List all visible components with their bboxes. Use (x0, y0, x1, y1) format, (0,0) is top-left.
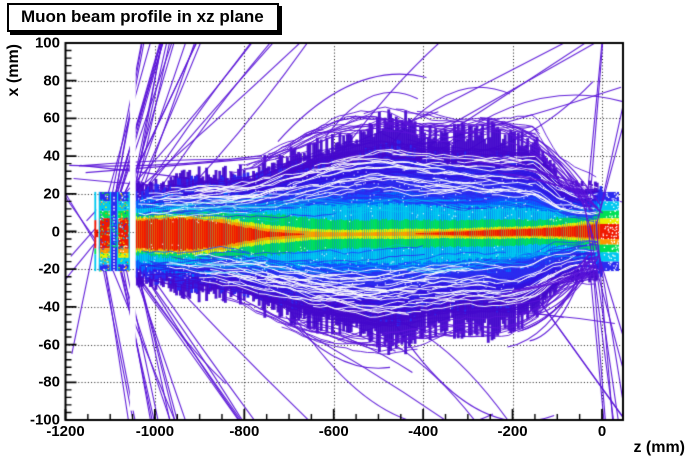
y-tick-label: 100 (34, 34, 60, 52)
y-tick-label: -40 (38, 298, 60, 316)
x-axis-title: z (mm) (633, 439, 685, 456)
x-tick-label: -400 (408, 423, 439, 440)
y-tick-label: 0 (51, 223, 60, 240)
y-tick-label: -80 (38, 373, 60, 391)
y-tick-label: -100 (29, 411, 60, 429)
y-tick-label: -60 (38, 336, 60, 354)
y-tick-label: -20 (38, 260, 60, 278)
y-tick-label: 80 (43, 72, 60, 90)
x-tick-label: 0 (597, 423, 607, 440)
plot-title-box: Muon beam profile in xz plane (7, 3, 279, 32)
x-tick-label: -1000 (135, 423, 175, 440)
y-tick-label: 60 (43, 109, 60, 127)
y-tick-label: 40 (43, 147, 60, 165)
y-tick-label: 20 (43, 185, 60, 203)
x-tick-label: -1200 (46, 423, 85, 440)
x-tick-label: -800 (229, 423, 260, 440)
x-tick-label: -200 (497, 423, 528, 440)
plot-title: Muon beam profile in xz plane (21, 7, 264, 26)
x-tick-label: -600 (318, 423, 349, 440)
